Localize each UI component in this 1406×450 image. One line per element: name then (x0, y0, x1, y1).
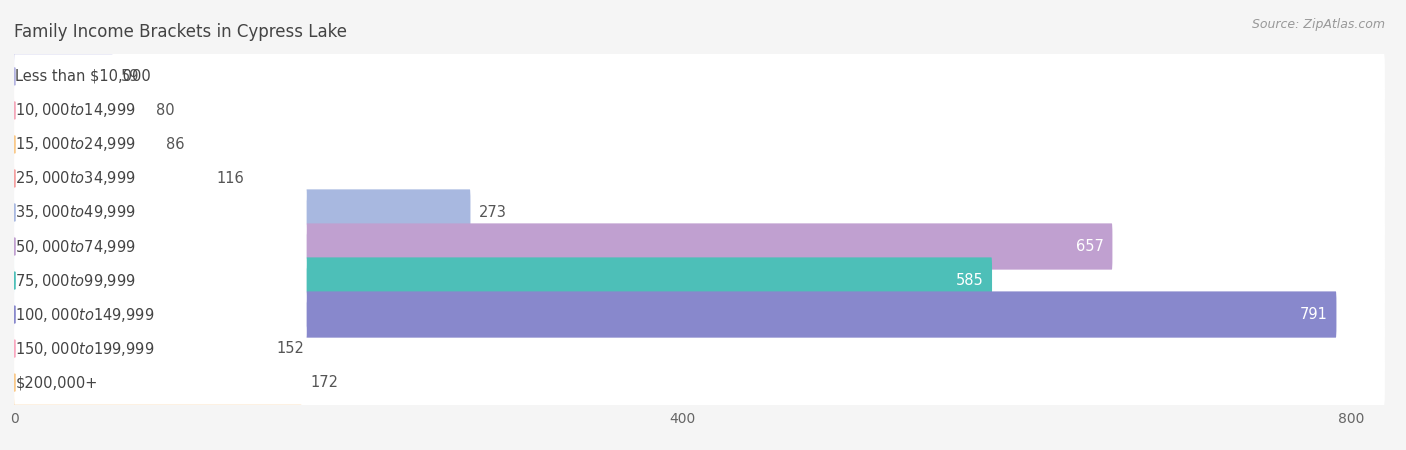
Text: $35,000 to $49,999: $35,000 to $49,999 (15, 203, 136, 221)
FancyBboxPatch shape (14, 223, 1112, 270)
FancyBboxPatch shape (14, 224, 307, 269)
FancyBboxPatch shape (14, 155, 1385, 202)
FancyBboxPatch shape (14, 257, 1385, 304)
FancyBboxPatch shape (14, 155, 208, 202)
FancyBboxPatch shape (14, 88, 307, 133)
Text: 791: 791 (1301, 307, 1329, 322)
FancyBboxPatch shape (14, 156, 307, 201)
FancyBboxPatch shape (14, 53, 112, 99)
FancyBboxPatch shape (14, 190, 307, 235)
FancyBboxPatch shape (14, 189, 471, 236)
FancyBboxPatch shape (14, 122, 307, 166)
Text: 59: 59 (121, 69, 139, 84)
FancyBboxPatch shape (14, 292, 307, 337)
Text: 116: 116 (217, 171, 245, 186)
Text: $200,000+: $200,000+ (15, 375, 98, 390)
Text: 80: 80 (156, 103, 174, 118)
Text: Source: ZipAtlas.com: Source: ZipAtlas.com (1251, 18, 1385, 31)
FancyBboxPatch shape (14, 223, 1385, 270)
Text: 585: 585 (956, 273, 984, 288)
FancyBboxPatch shape (14, 325, 1385, 372)
Text: $100,000 to $149,999: $100,000 to $149,999 (15, 306, 155, 324)
Text: $25,000 to $34,999: $25,000 to $34,999 (15, 170, 136, 188)
Text: 86: 86 (166, 137, 184, 152)
FancyBboxPatch shape (14, 292, 1385, 338)
Text: Family Income Brackets in Cypress Lake: Family Income Brackets in Cypress Lake (14, 23, 347, 41)
Text: 152: 152 (277, 341, 305, 356)
FancyBboxPatch shape (14, 87, 1385, 134)
Text: $15,000 to $24,999: $15,000 to $24,999 (15, 135, 136, 153)
Text: Less than $10,000: Less than $10,000 (15, 69, 152, 84)
FancyBboxPatch shape (14, 326, 307, 371)
FancyBboxPatch shape (14, 360, 302, 406)
FancyBboxPatch shape (14, 122, 1385, 167)
FancyBboxPatch shape (14, 360, 1385, 406)
Text: $10,000 to $14,999: $10,000 to $14,999 (15, 101, 136, 119)
FancyBboxPatch shape (14, 325, 269, 372)
FancyBboxPatch shape (14, 122, 157, 167)
Text: 657: 657 (1076, 239, 1104, 254)
FancyBboxPatch shape (14, 189, 1385, 236)
FancyBboxPatch shape (14, 87, 148, 134)
FancyBboxPatch shape (14, 53, 1385, 99)
Text: $150,000 to $199,999: $150,000 to $199,999 (15, 340, 155, 358)
FancyBboxPatch shape (14, 258, 307, 303)
Text: 172: 172 (309, 375, 337, 390)
FancyBboxPatch shape (14, 257, 993, 304)
Text: 273: 273 (479, 205, 506, 220)
Text: $50,000 to $74,999: $50,000 to $74,999 (15, 238, 136, 256)
FancyBboxPatch shape (14, 360, 307, 405)
FancyBboxPatch shape (14, 292, 1337, 338)
Text: $75,000 to $99,999: $75,000 to $99,999 (15, 271, 136, 289)
FancyBboxPatch shape (14, 54, 307, 99)
